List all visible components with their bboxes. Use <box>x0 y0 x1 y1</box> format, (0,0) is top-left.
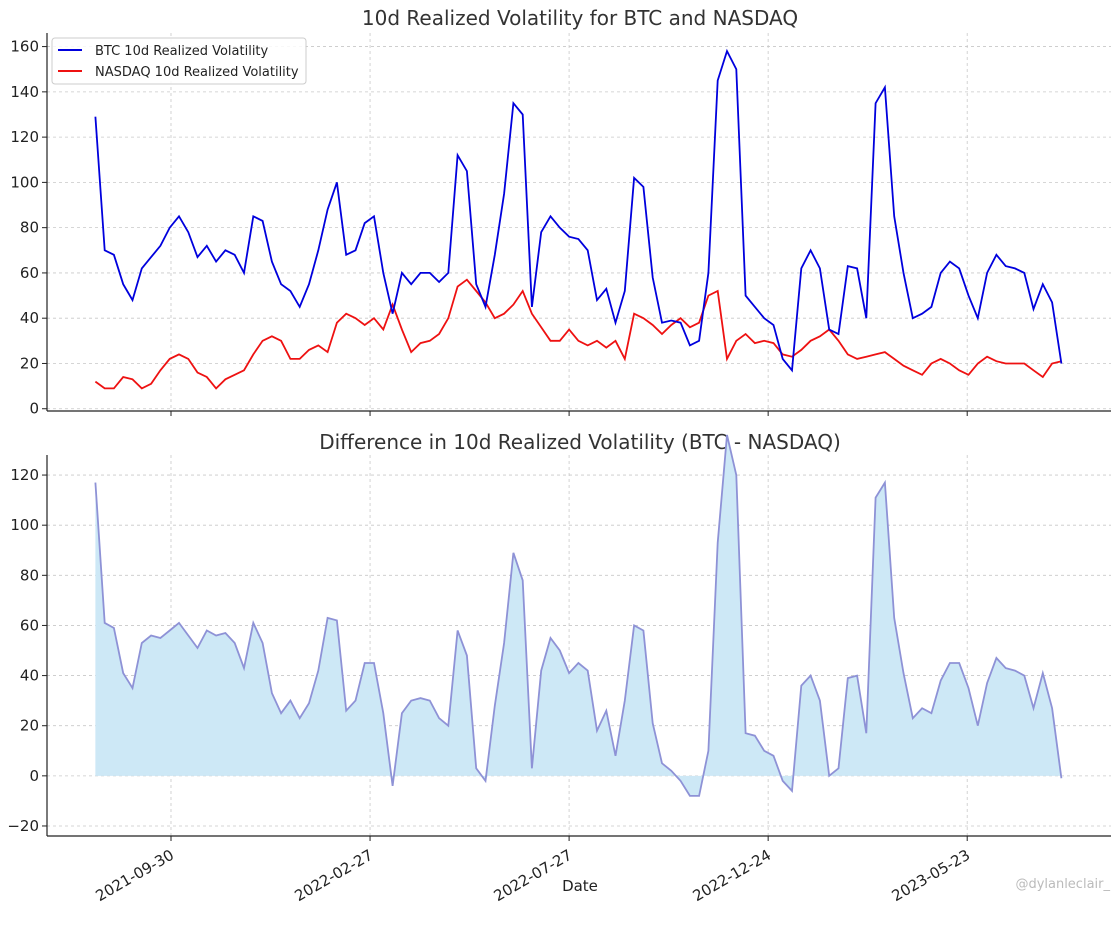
watermark: @dylanleclair_ <box>1015 877 1110 892</box>
x-tick-label: 2021-09-30 <box>92 846 177 905</box>
legend-label-btc: BTC 10d Realized Volatility <box>95 44 269 59</box>
y-tick-label: 20 <box>20 354 39 372</box>
y-tick-label: 20 <box>20 717 39 735</box>
y-tick-label: −20 <box>7 817 39 835</box>
y-tick-label: 60 <box>20 264 39 282</box>
y-tick-label: 80 <box>20 566 39 584</box>
y-tick-label: 0 <box>29 767 39 785</box>
difference-area-fill <box>95 434 1062 796</box>
y-tick-label: 60 <box>20 616 39 634</box>
y-tick-label: 100 <box>10 173 39 191</box>
legend: BTC 10d Realized Volatility NASDAQ 10d R… <box>51 37 307 85</box>
x-tick-label: 2022-12-24 <box>690 846 775 905</box>
y-tick-label: 100 <box>10 516 39 534</box>
y-tick-label: 80 <box>20 219 39 237</box>
difference-line <box>94 434 1063 797</box>
y-tick-label: 160 <box>10 38 39 56</box>
bottom-chart-title: Difference in 10d Realized Volatility (B… <box>319 430 841 454</box>
x-axis-label: Date <box>562 877 598 895</box>
y-tick-label: 0 <box>29 400 39 418</box>
y-tick-label: 140 <box>10 83 39 101</box>
x-tick-label: 2023-05-23 <box>889 846 974 905</box>
x-tick-label: 2022-02-27 <box>292 846 377 905</box>
y-tick-label: 120 <box>10 128 39 146</box>
series-line-nasdaq <box>94 278 1062 390</box>
y-tick-label: 120 <box>10 466 39 484</box>
top-chart-title: 10d Realized Volatility for BTC and NASD… <box>362 6 798 30</box>
series-line-btc <box>94 48 1063 373</box>
y-tick-label: 40 <box>20 667 39 685</box>
legend-label-nasdaq: NASDAQ 10d Realized Volatility <box>95 65 299 80</box>
y-tick-label: 40 <box>20 309 39 327</box>
x-tick-label: 2022-07-27 <box>491 846 576 905</box>
